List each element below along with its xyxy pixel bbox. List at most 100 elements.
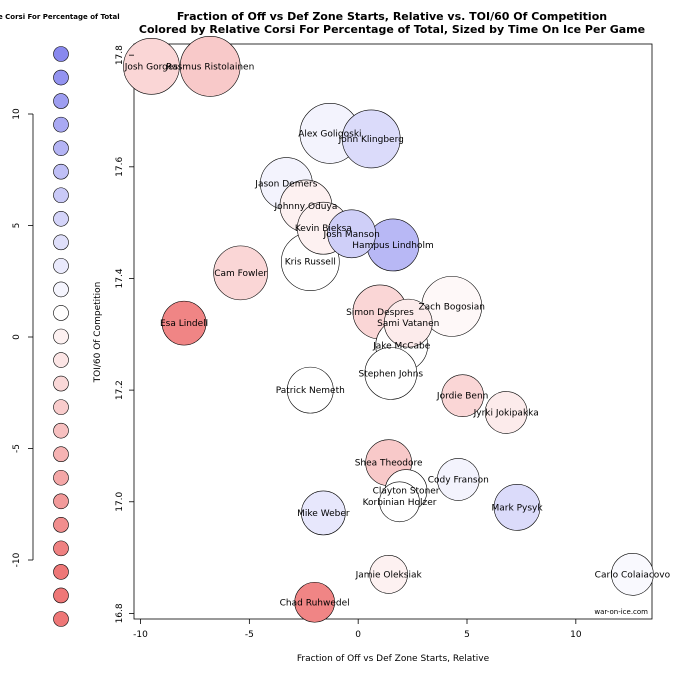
legend-swatch — [53, 352, 69, 368]
data-point — [369, 555, 408, 594]
point-label: Jake McCabe — [372, 341, 431, 351]
legend-tick-label: -5 — [12, 444, 22, 453]
chart-subtitle: Colored by Relative Corsi For Percentage… — [139, 23, 645, 36]
point-label: Alex Goligoski — [298, 129, 361, 139]
data-point — [379, 481, 420, 523]
legend-swatch — [53, 305, 69, 321]
legend-swatch — [53, 116, 69, 133]
legend-swatch — [53, 187, 69, 204]
data-point — [179, 36, 241, 97]
point-label: Simon Despres — [346, 308, 414, 318]
legend-swatch — [53, 93, 69, 109]
point-label: Josh Gorges — [124, 62, 179, 72]
legend-swatch — [53, 446, 69, 463]
color-legend: Relative Corsi For Percentage of Total 1… — [0, 13, 120, 627]
point-label: Korbinian Holzer — [363, 498, 437, 508]
x-tick-label: -10 — [133, 630, 148, 640]
point-label: Esa Lindell — [160, 319, 208, 329]
data-point — [436, 458, 480, 501]
legend-swatch — [53, 611, 69, 627]
legend-swatch — [53, 140, 69, 156]
point-label: Carlo Colaiacovo — [595, 570, 671, 580]
data-point — [441, 374, 484, 417]
legend-tick-label: 0 — [12, 334, 22, 340]
point-label: Mark Pysyk — [492, 503, 544, 513]
x-tick-label: 0 — [355, 630, 361, 640]
point-label: Hampus Lindholm — [352, 241, 433, 251]
legend-tick-label: -10 — [12, 552, 22, 567]
legend-title: Relative Corsi For Percentage of Total — [0, 13, 120, 21]
axes: -10 -5 0 5 10 16.8 17.0 17.2 17.4 17.6 17.8 — [115, 45, 582, 640]
legend-tick-label: 10 — [12, 108, 22, 120]
point-label: Kevin Bieksa — [295, 224, 352, 234]
legend-swatch — [53, 493, 69, 510]
legend-tick-label: 5 — [12, 223, 22, 229]
point-label: Clayton Stoner — [373, 487, 440, 497]
data-point — [611, 553, 654, 596]
point-label: Kris Russell — [285, 258, 336, 268]
y-tick-label: 17.8 — [115, 45, 125, 65]
data-point — [286, 366, 334, 414]
legend-swatch — [53, 328, 69, 345]
x-tick-label: -5 — [245, 630, 254, 640]
point-label: John Klingberg — [338, 135, 404, 145]
y-tick-label: 17.4 — [115, 268, 125, 288]
point-label: Jamie Oleksiak — [355, 570, 423, 580]
point-label: Jordie Benn — [436, 392, 488, 402]
data-point — [123, 38, 180, 95]
legend-swatch — [53, 517, 69, 533]
legend-swatch — [53, 258, 69, 274]
data-point — [341, 109, 401, 169]
data-point — [484, 391, 528, 434]
point-label: Sami Vatanen — [377, 319, 439, 329]
x-axis-label: Fraction of Off vs Def Zone Starts, Rela… — [297, 654, 490, 664]
data-point — [213, 245, 268, 301]
data-point — [294, 581, 335, 623]
y-tick-label: 17.2 — [115, 380, 125, 400]
legend-swatch — [53, 587, 69, 604]
legend-swatch — [53, 422, 69, 439]
watermark: war-on-ice.com — [594, 608, 648, 616]
point-label: Cody Franson — [428, 475, 489, 485]
point-label: Jason Demers — [254, 180, 317, 190]
legend-swatch — [53, 46, 69, 62]
legend-swatch — [53, 281, 69, 298]
point-label: Mike Weber — [297, 509, 350, 519]
legend-swatch — [53, 564, 69, 580]
legend-swatches — [53, 46, 69, 627]
point-label: Stephen Johns — [359, 369, 424, 379]
legend-swatch — [53, 540, 69, 557]
legend-swatch — [53, 375, 69, 392]
legend-swatch — [53, 163, 69, 180]
point-label: Johnny Oduya — [274, 202, 338, 212]
data-point — [383, 298, 433, 348]
y-axis-label: TOI/60 Of Competition — [93, 282, 103, 384]
point-label: Chad Ruhwedel — [280, 598, 350, 608]
legend-swatch — [53, 234, 69, 251]
legend-swatch — [53, 210, 69, 227]
data-point — [301, 490, 346, 536]
y-tick-label: 17.6 — [115, 157, 125, 177]
x-tick-label: 10 — [570, 630, 582, 640]
point-label: Rasmus Ristolainen — [166, 62, 254, 72]
point-label: Josh Manson — [322, 230, 379, 240]
point-label: Shea Theodore — [355, 459, 423, 469]
legend-swatch — [53, 69, 69, 86]
chart-title: Fraction of Off vs Def Zone Starts, Rela… — [177, 10, 607, 23]
point-label: Patrick Nemeth — [276, 386, 345, 396]
legend-swatch — [53, 399, 69, 415]
point-label: Zach Bogosian — [419, 302, 486, 312]
point-label: Cam Fowler — [214, 269, 267, 279]
data-point — [493, 484, 541, 531]
y-tick-label: 17.0 — [115, 491, 125, 511]
x-tick-label: 5 — [464, 630, 470, 640]
legend-swatch — [53, 469, 69, 486]
data-point — [161, 300, 207, 346]
data-point — [364, 347, 418, 400]
point-label: Jyrki Jokipakka — [473, 408, 539, 418]
legend-ticks: 10 5 0 -5 -10 — [12, 108, 33, 567]
data-point — [327, 209, 376, 259]
y-tick-label: 16.8 — [115, 603, 125, 623]
